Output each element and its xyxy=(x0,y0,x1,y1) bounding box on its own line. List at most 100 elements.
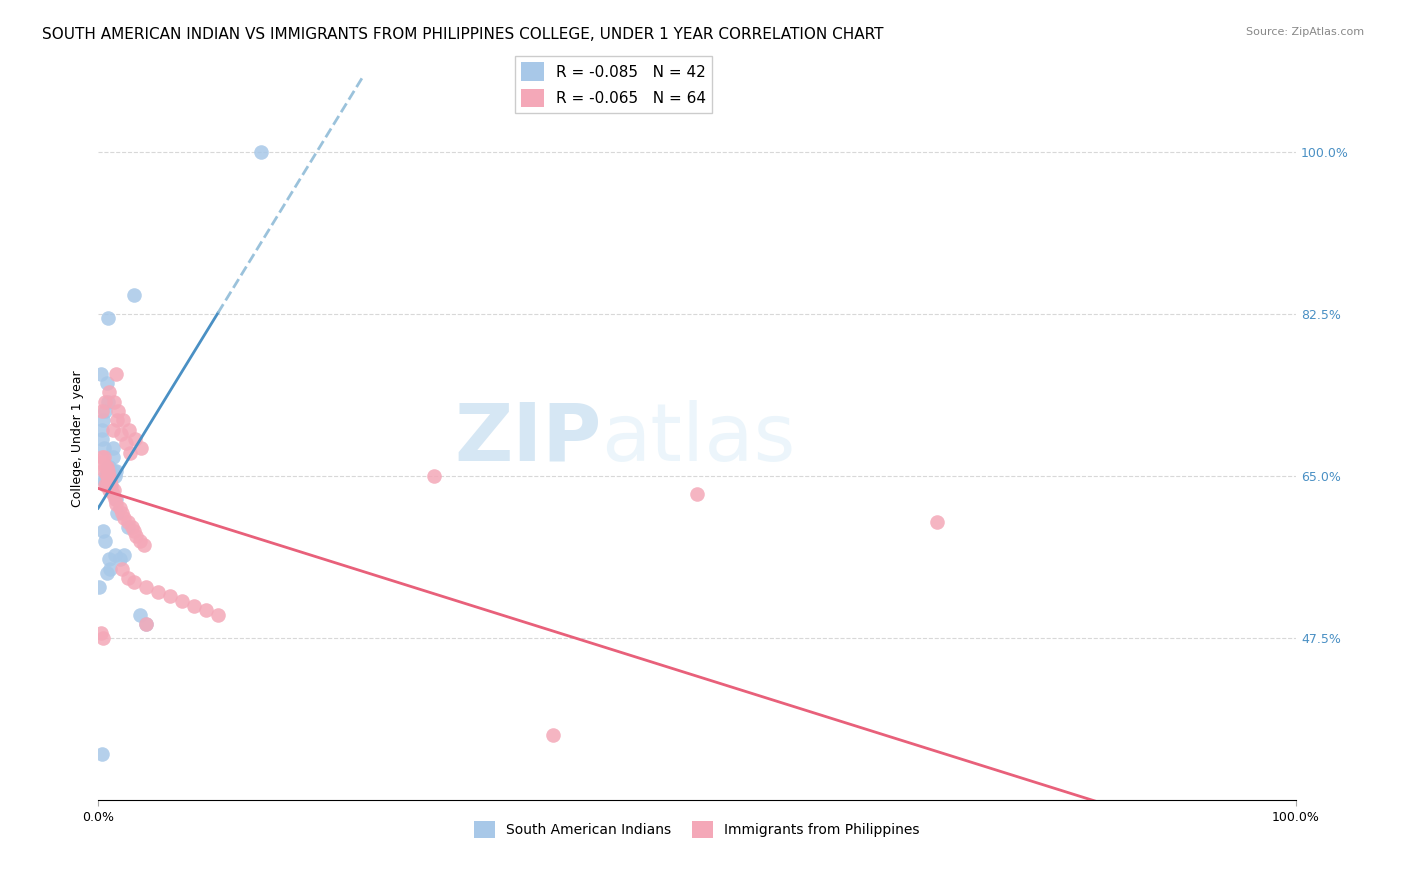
Point xyxy=(96,468,118,483)
Point xyxy=(98,474,121,488)
Point xyxy=(97,468,120,483)
Point xyxy=(114,436,136,450)
Point xyxy=(207,607,229,622)
Point xyxy=(97,385,120,400)
Legend: South American Indians, Immigrants from Philippines: South American Indians, Immigrants from … xyxy=(468,816,925,844)
Point xyxy=(94,478,117,492)
Point xyxy=(101,487,124,501)
Point xyxy=(96,459,118,474)
Point xyxy=(94,394,117,409)
Point xyxy=(101,423,124,437)
Point xyxy=(93,450,115,465)
Point xyxy=(96,478,118,492)
Point xyxy=(105,413,128,427)
Point xyxy=(110,427,132,442)
Text: Source: ZipAtlas.com: Source: ZipAtlas.com xyxy=(1246,27,1364,37)
Point xyxy=(117,571,139,585)
Point xyxy=(543,728,565,742)
Point xyxy=(194,603,217,617)
Point xyxy=(120,446,142,460)
Point xyxy=(89,580,111,594)
Point xyxy=(111,506,134,520)
Point xyxy=(103,394,125,409)
Point xyxy=(122,575,145,590)
Point xyxy=(103,464,125,478)
Point xyxy=(132,538,155,552)
Point xyxy=(129,533,152,548)
Point xyxy=(96,566,118,581)
Point xyxy=(105,491,128,506)
Point xyxy=(129,441,152,455)
Point xyxy=(103,483,125,497)
Point xyxy=(104,548,127,562)
Point xyxy=(100,483,122,497)
Point xyxy=(105,464,128,478)
Point xyxy=(90,747,112,761)
Point xyxy=(98,561,121,575)
Point xyxy=(135,617,157,632)
Point xyxy=(100,478,122,492)
Point xyxy=(104,468,127,483)
Point xyxy=(90,432,112,446)
Point xyxy=(122,524,145,539)
Y-axis label: College, Under 1 year: College, Under 1 year xyxy=(72,370,84,508)
Point xyxy=(111,561,134,575)
Point xyxy=(97,468,120,483)
Point xyxy=(91,413,114,427)
Point xyxy=(170,594,193,608)
Point xyxy=(97,459,120,474)
Point xyxy=(124,432,146,446)
Point xyxy=(90,404,112,418)
Point xyxy=(686,487,709,501)
Point xyxy=(97,464,120,478)
Point xyxy=(96,376,118,391)
Point xyxy=(125,529,148,543)
Point xyxy=(105,367,128,381)
Point xyxy=(90,423,112,437)
Point xyxy=(129,607,152,622)
Point xyxy=(135,580,157,594)
Point xyxy=(108,501,131,516)
Point xyxy=(925,515,948,529)
Point xyxy=(97,459,120,474)
Point xyxy=(117,520,139,534)
Point xyxy=(98,474,121,488)
Point xyxy=(97,552,120,566)
Point xyxy=(159,590,181,604)
Point xyxy=(93,441,115,455)
Point xyxy=(98,478,121,492)
Point xyxy=(93,474,115,488)
Point xyxy=(250,145,273,159)
Point xyxy=(183,599,205,613)
Point xyxy=(118,423,141,437)
Point xyxy=(121,520,143,534)
Point xyxy=(97,468,120,483)
Point xyxy=(422,468,444,483)
Point xyxy=(91,455,114,469)
Point xyxy=(97,459,120,474)
Point xyxy=(94,459,117,474)
Text: atlas: atlas xyxy=(602,400,796,478)
Point xyxy=(94,404,117,418)
Point xyxy=(105,497,128,511)
Point xyxy=(108,552,131,566)
Point xyxy=(135,617,157,632)
Point xyxy=(90,450,112,465)
Point xyxy=(89,626,111,640)
Point xyxy=(117,515,139,529)
Point xyxy=(114,548,136,562)
Point xyxy=(97,311,120,326)
Point xyxy=(122,288,145,302)
Point xyxy=(104,491,127,506)
Point xyxy=(94,474,117,488)
Point xyxy=(94,533,117,548)
Point xyxy=(96,474,118,488)
Point xyxy=(91,631,114,645)
Point xyxy=(107,404,129,418)
Point xyxy=(146,584,169,599)
Point xyxy=(105,506,128,520)
Point xyxy=(97,483,120,497)
Point xyxy=(96,478,118,492)
Point xyxy=(114,510,136,524)
Point xyxy=(91,524,114,539)
